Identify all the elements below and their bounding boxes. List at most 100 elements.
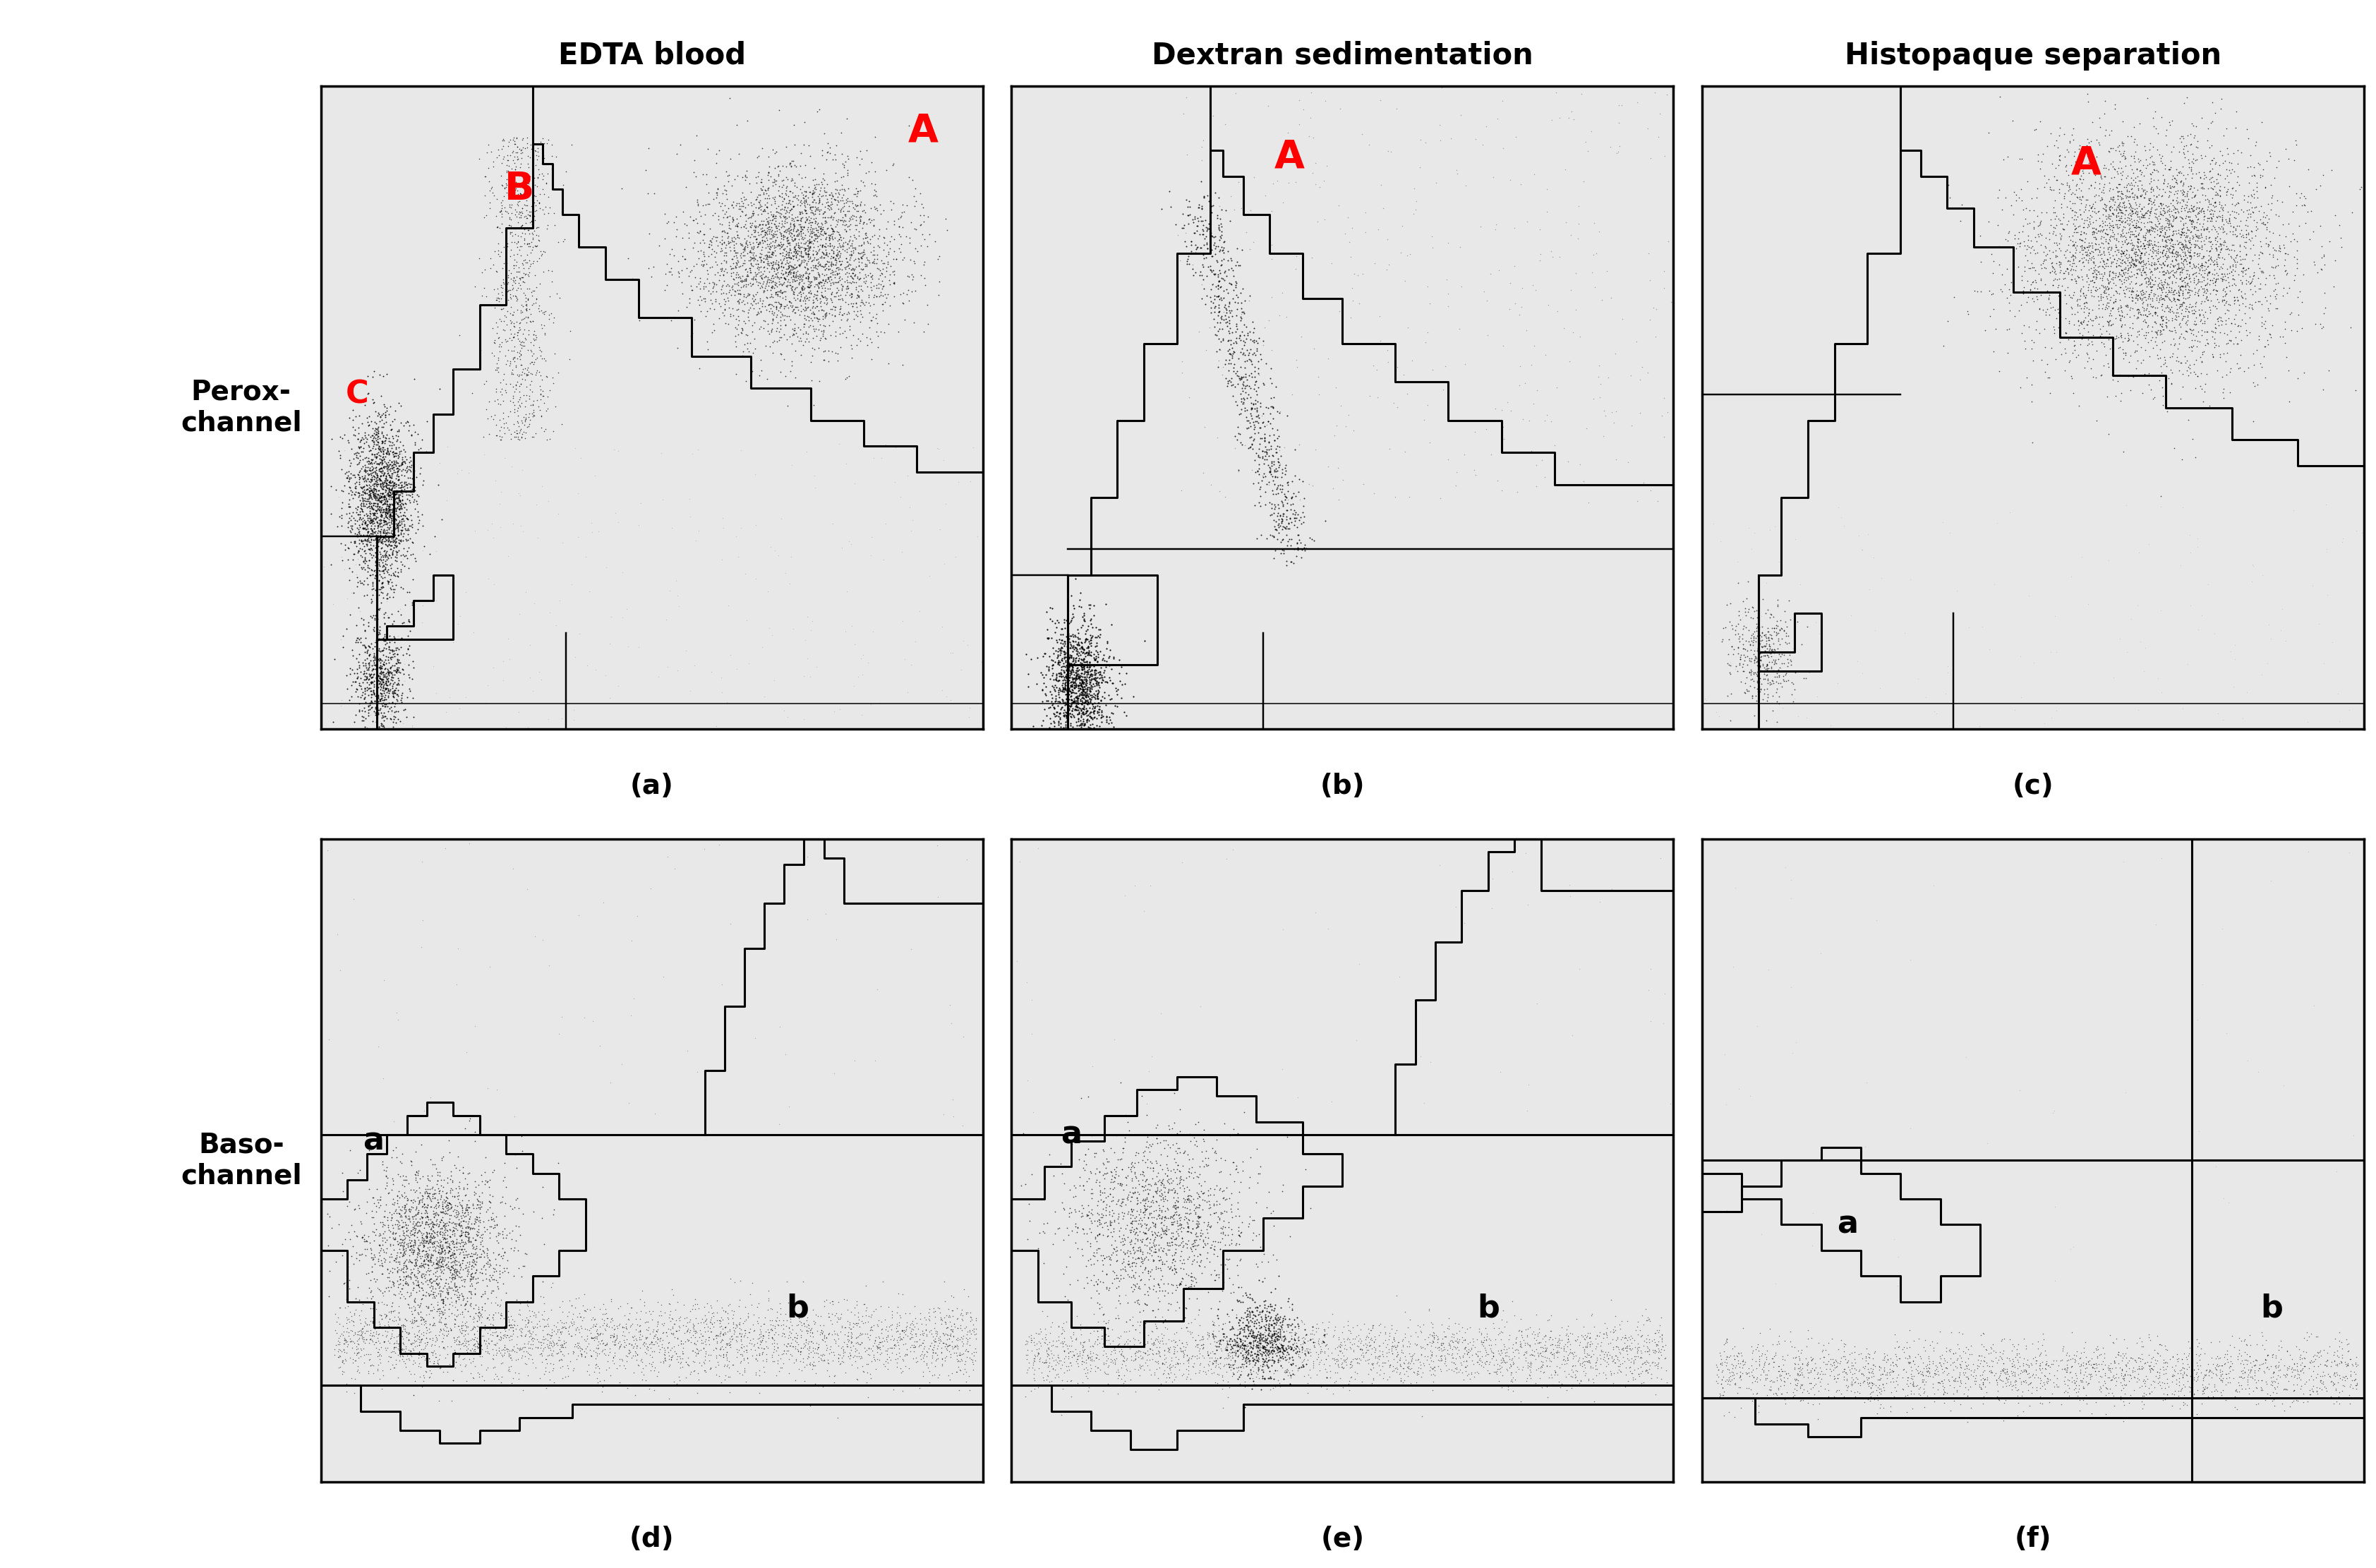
Point [499, 1366, 537, 1391]
Point [584, 1333, 623, 1358]
Point [1055, 668, 1093, 693]
Point [884, 201, 922, 226]
Point [2328, 1352, 2366, 1377]
Point [1587, 1316, 1625, 1341]
Point [604, 1314, 642, 1339]
Point [523, 1336, 561, 1361]
Point [1057, 662, 1095, 687]
Point [798, 267, 836, 292]
Point [361, 467, 399, 492]
Point [2321, 234, 2359, 259]
Point [765, 293, 803, 318]
Point [2167, 180, 2205, 205]
Point [516, 328, 554, 353]
Point [383, 517, 421, 543]
Point [2212, 1344, 2250, 1369]
Point [2124, 251, 2162, 276]
Point [375, 488, 413, 513]
Point [820, 257, 858, 282]
Point [1927, 1380, 1965, 1405]
Point [784, 182, 822, 207]
Point [706, 1316, 744, 1341]
Point [1285, 1355, 1323, 1380]
Point [497, 397, 535, 422]
Point [796, 166, 834, 191]
Point [2155, 218, 2193, 243]
Point [432, 1168, 470, 1193]
Point [803, 183, 841, 209]
Point [1789, 1350, 1827, 1375]
Point [347, 549, 385, 574]
Point [1174, 1192, 1212, 1217]
Point [1278, 1358, 1316, 1383]
Point [2053, 1320, 2091, 1345]
Point [739, 234, 777, 259]
Point [2279, 1350, 2317, 1375]
Point [1209, 1328, 1247, 1353]
Point [737, 213, 775, 238]
Point [1276, 502, 1314, 527]
Point [767, 216, 805, 241]
Point [440, 1212, 478, 1237]
Point [1212, 1221, 1250, 1247]
Point [1029, 688, 1067, 713]
Point [2060, 240, 2098, 265]
Point [1407, 130, 1445, 155]
Point [822, 1336, 860, 1361]
Point [1055, 679, 1093, 704]
Point [791, 229, 829, 254]
Point [485, 1184, 523, 1209]
Point [1105, 671, 1143, 696]
Point [1119, 1192, 1157, 1217]
Point [328, 500, 366, 525]
Point [440, 1187, 478, 1212]
Point [1131, 1189, 1169, 1214]
Point [2127, 223, 2165, 248]
Point [387, 1247, 425, 1272]
Point [808, 1334, 846, 1359]
Point [359, 486, 397, 511]
Point [1742, 622, 1780, 648]
Point [1941, 1370, 1979, 1396]
Point [2010, 278, 2048, 303]
Point [741, 209, 779, 234]
Point [1081, 665, 1119, 690]
Point [2248, 1355, 2286, 1380]
Point [901, 1333, 939, 1358]
Point [352, 442, 390, 467]
Point [715, 260, 753, 285]
Point [1045, 1284, 1083, 1309]
Point [2245, 174, 2283, 199]
Point [1278, 544, 1316, 569]
Point [378, 1000, 416, 1025]
Point [404, 1204, 442, 1229]
Point [680, 1350, 718, 1375]
Point [2117, 243, 2155, 268]
Point [423, 1204, 461, 1229]
Point [2131, 282, 2169, 307]
Point [2105, 262, 2143, 287]
Point [1264, 1338, 1302, 1363]
Point [803, 201, 841, 226]
Point [1509, 1353, 1547, 1378]
Point [2193, 278, 2231, 303]
Point [1157, 1171, 1195, 1196]
Point [489, 182, 527, 207]
Point [497, 417, 535, 442]
Point [1024, 662, 1062, 687]
Point [513, 221, 551, 246]
Point [2077, 226, 2115, 251]
Point [2167, 243, 2205, 268]
Point [824, 230, 862, 256]
Point [2283, 1389, 2321, 1414]
Point [354, 670, 392, 695]
Point [642, 1303, 680, 1328]
Point [361, 580, 399, 605]
Point [639, 1309, 677, 1334]
Point [1055, 698, 1093, 723]
Point [1100, 1331, 1138, 1356]
Point [1250, 453, 1288, 478]
Point [549, 1300, 587, 1325]
Point [1195, 1237, 1233, 1262]
Point [2091, 227, 2129, 252]
